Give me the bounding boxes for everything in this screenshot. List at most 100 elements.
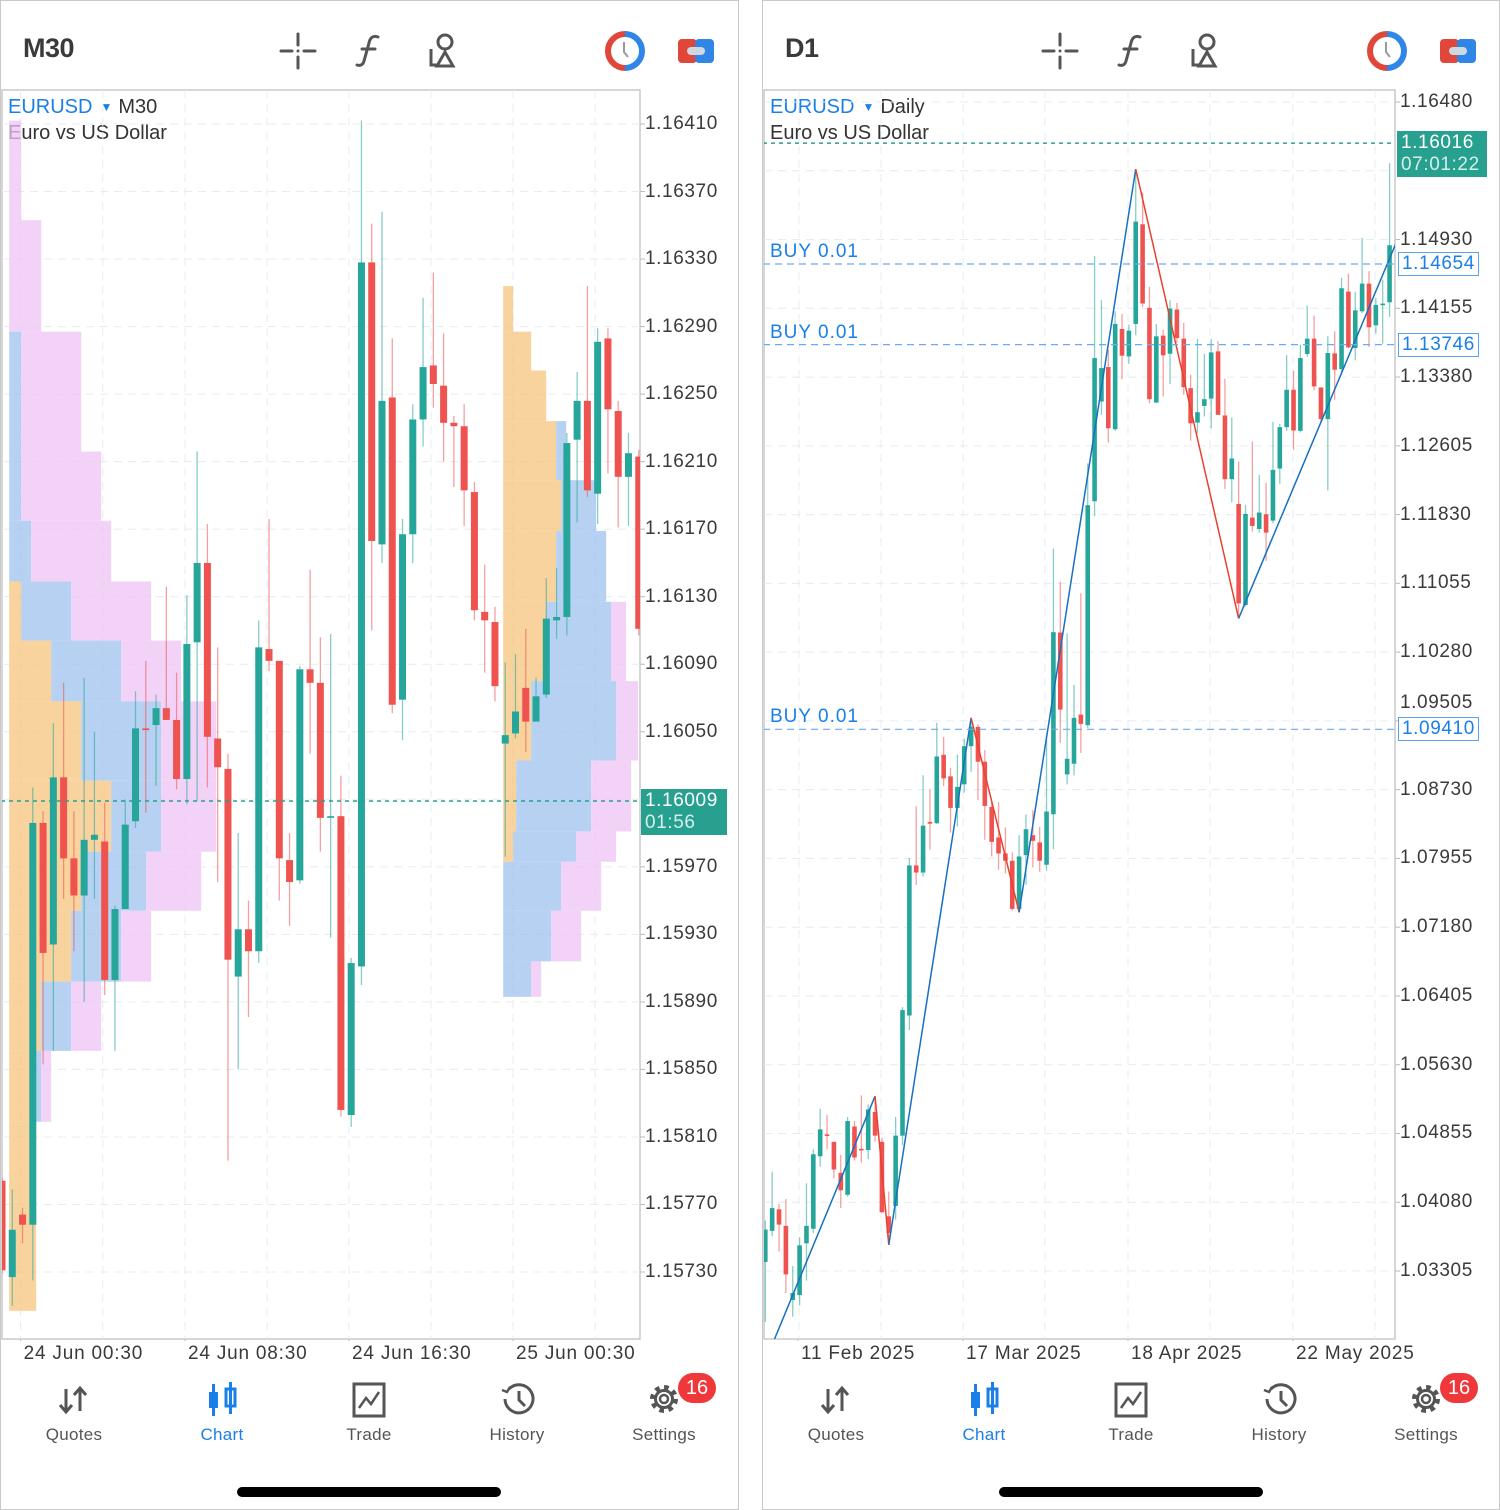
candle-body: [852, 1126, 857, 1158]
price-axis-label: 1.15770: [645, 1193, 718, 1215]
volume-profile-bar: [503, 421, 557, 481]
price-axis-label: 1.16250: [645, 383, 718, 405]
candle-body: [19, 1214, 27, 1225]
candle-body: [1016, 856, 1022, 909]
home-indicator[interactable]: [237, 1487, 501, 1497]
position-price-box[interactable]: 1.09410: [1398, 717, 1479, 742]
candle-body: [90, 834, 98, 840]
candle: [368, 223, 376, 631]
candle: [1270, 421, 1276, 524]
crosshair-icon[interactable]: [1040, 31, 1080, 71]
current-price-box: 1.16009 01:56: [641, 789, 727, 835]
candle: [440, 333, 448, 462]
volume-profile-bar: [503, 910, 552, 962]
timeframe-button[interactable]: D1: [785, 33, 819, 63]
candle: [913, 806, 919, 885]
candle: [1106, 349, 1111, 443]
candle-body: [1304, 338, 1310, 354]
crosshair-icon[interactable]: [278, 31, 318, 71]
symbol-selector[interactable]: EURUSD ▼ M30: [8, 96, 157, 119]
candle: [450, 416, 458, 487]
home-indicator[interactable]: [999, 1487, 1263, 1497]
function-icon[interactable]: [350, 31, 390, 71]
tab-quotes[interactable]: Quotes: [19, 1381, 129, 1445]
position-label[interactable]: BUY 0.01: [770, 321, 859, 343]
symbol-name[interactable]: EURUSD: [8, 96, 93, 118]
candle-body: [286, 860, 294, 883]
candle: [934, 722, 940, 825]
volume-profile-bar: [556, 421, 567, 481]
tab-history[interactable]: History: [1224, 1381, 1334, 1445]
candle-body: [783, 1225, 789, 1275]
candle: [1167, 300, 1173, 385]
candle-body: [1366, 283, 1372, 328]
account-toggle-icon[interactable]: [1438, 31, 1478, 71]
candle: [583, 286, 591, 498]
candle: [101, 802, 109, 996]
candle-body: [1243, 513, 1248, 606]
candle-body: [368, 262, 376, 541]
time-axis-label: 24 Jun 16:30: [352, 1343, 472, 1364]
volume-profile-bar: [9, 520, 32, 582]
account-toggle-icon[interactable]: [676, 31, 716, 71]
candle-body: [1270, 469, 1276, 521]
volume-profile-bar: [503, 961, 532, 997]
tab-chart[interactable]: Chart: [167, 1381, 277, 1445]
candle: [1195, 338, 1200, 434]
candle: [532, 677, 540, 722]
candle-body: [1229, 458, 1235, 480]
candle: [337, 775, 345, 1117]
candle-body: [1277, 427, 1283, 469]
tab-chart[interactable]: Chart: [929, 1381, 1039, 1445]
one-click-trading-icon[interactable]: [1367, 31, 1407, 71]
objects-icon[interactable]: [421, 31, 461, 71]
candle: [244, 900, 252, 1018]
timeframe-button[interactable]: M30: [23, 33, 75, 63]
symbol-dropdown-icon[interactable]: ▼: [100, 100, 113, 114]
position-price-box[interactable]: 1.14654: [1398, 252, 1479, 277]
tab-label: Trade: [346, 1425, 392, 1444]
position-label[interactable]: BUY 0.01: [770, 706, 859, 728]
candle: [553, 568, 561, 639]
price-axis-label: 1.07180: [1400, 916, 1473, 938]
candle-body: [1222, 415, 1228, 480]
one-click-trading-icon[interactable]: [605, 31, 645, 71]
tab-history[interactable]: History: [462, 1381, 572, 1445]
candle: [1181, 322, 1187, 395]
price-axis-label: 1.16410: [645, 113, 718, 134]
candle-body: [913, 865, 919, 873]
price-axis-label: 1.14155: [1400, 297, 1473, 319]
candle: [955, 754, 960, 827]
volume-profile-bar: [616, 681, 639, 761]
price-axis-label: 1.05630: [1400, 1053, 1473, 1075]
candle-body: [1057, 632, 1063, 710]
candle-body: [101, 841, 109, 980]
function-icon[interactable]: [1112, 31, 1152, 71]
candle: [982, 750, 988, 840]
volume-profile-bar: [9, 701, 82, 781]
tab-settings[interactable]: Settings: [609, 1381, 719, 1445]
candle-body: [1195, 412, 1200, 423]
position-price-box[interactable]: 1.13746: [1398, 332, 1479, 357]
candle-body: [347, 963, 355, 1115]
symbol-dropdown-icon[interactable]: ▼: [862, 100, 875, 114]
candle: [111, 905, 119, 1051]
candle-body: [532, 696, 540, 722]
candle: [1030, 810, 1036, 868]
candle-body: [265, 649, 273, 661]
symbol-name[interactable]: EURUSD: [770, 96, 855, 118]
tab-label: History: [1251, 1425, 1307, 1444]
tab-settings[interactable]: Settings: [1371, 1381, 1481, 1445]
tab-trade[interactable]: Trade: [1076, 1381, 1186, 1445]
candle-body: [1147, 307, 1152, 400]
candle-body: [1318, 387, 1324, 420]
objects-icon[interactable]: [1183, 31, 1223, 71]
tab-trade[interactable]: Trade: [314, 1381, 424, 1445]
candle-body: [419, 367, 427, 420]
candle: [563, 432, 571, 636]
position-label[interactable]: BUY 0.01: [770, 241, 859, 263]
tab-quotes[interactable]: Quotes: [781, 1381, 891, 1445]
candle: [769, 1171, 775, 1237]
candle: [1208, 338, 1214, 429]
candle-body: [1208, 352, 1214, 399]
